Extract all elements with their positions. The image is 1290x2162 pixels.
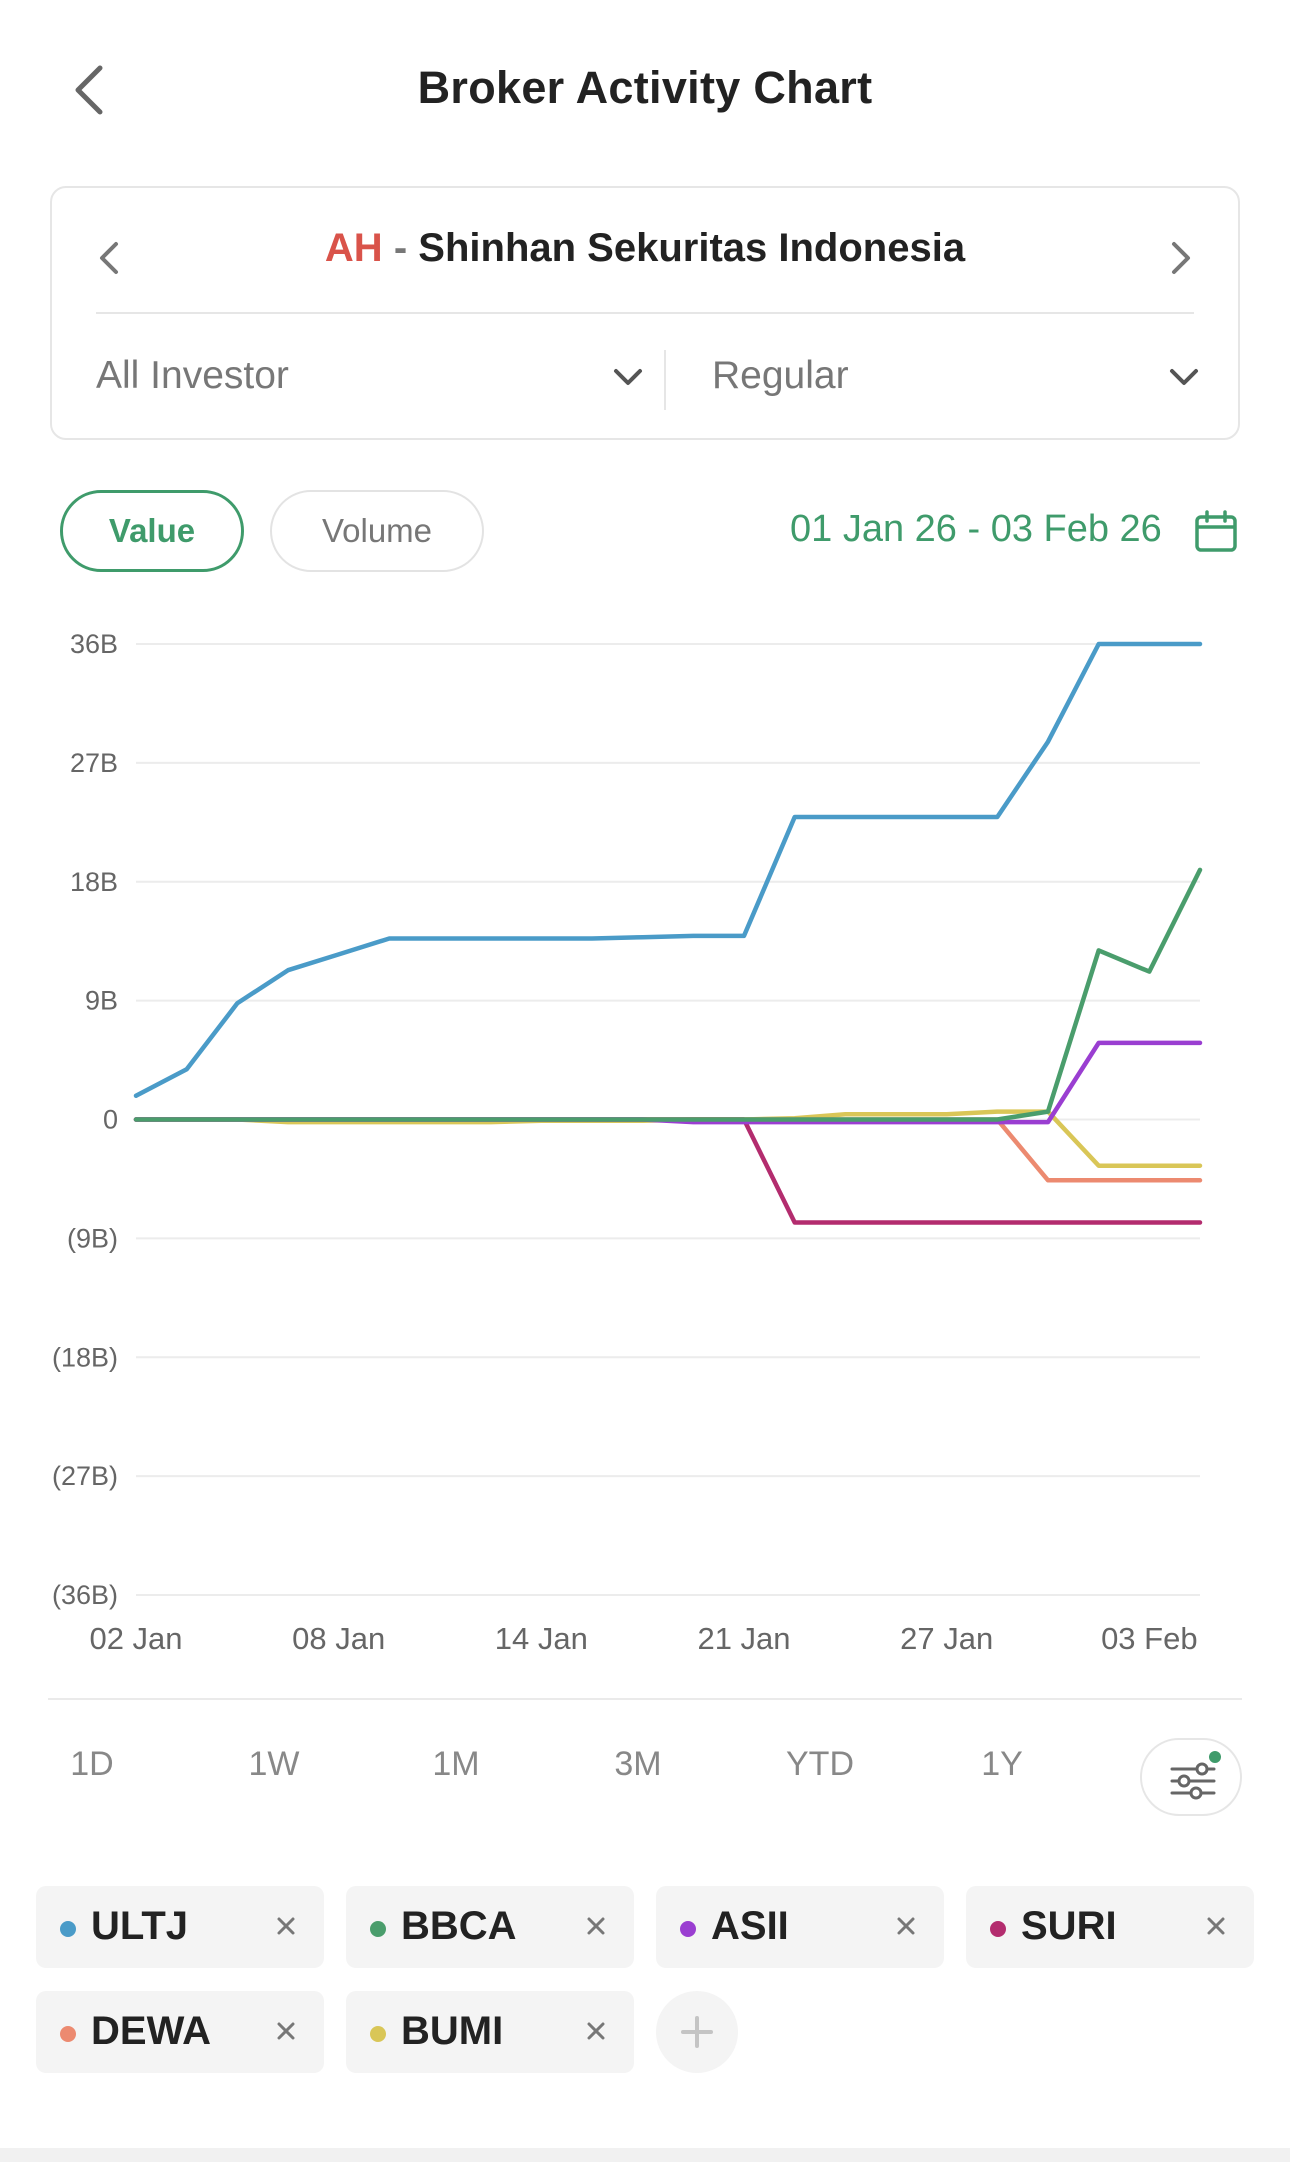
remove-stock-button[interactable]	[888, 1908, 924, 1944]
volume-toggle-button[interactable]: Volume	[270, 490, 484, 572]
y-tick-label: 0	[103, 1105, 118, 1135]
previous-broker-button[interactable]	[84, 228, 134, 288]
broker-name: Shinhan Sekuritas Indonesia	[418, 226, 966, 270]
stock-chip-asii[interactable]: ASII	[656, 1886, 944, 1968]
stock-chip-suri[interactable]: SURI	[966, 1886, 1254, 1968]
market-type-dropdown[interactable]: Regular	[712, 328, 1212, 428]
broker-separator: -	[393, 226, 408, 270]
y-tick-label: 18B	[70, 867, 118, 897]
y-tick-label: (18B)	[52, 1342, 118, 1372]
broker-activity-line-chart[interactable]: 36B 27B 18B 9B 0 (9B) (18B) (27B) (36B) 02 Jan 08 …	[0, 610, 1290, 1670]
broker-selector-card: AH - Shinhan Sekuritas Indonesia All Inv…	[50, 186, 1240, 440]
close-icon	[277, 2022, 295, 2040]
broker-code: AH	[324, 226, 383, 270]
x-tick-label: 21 Jan	[697, 1621, 790, 1656]
range-tab-ytd[interactable]: YTD	[786, 1745, 854, 1783]
series-color-dot	[60, 2026, 76, 2042]
close-icon	[277, 1917, 295, 1935]
series-color-dot	[60, 1921, 76, 1937]
chevron-left-icon	[75, 65, 103, 115]
stock-chip-bumi[interactable]: BUMI	[346, 1991, 634, 2073]
card-divider	[96, 312, 1194, 314]
calendar-icon	[1195, 510, 1237, 552]
sliders-icon	[1170, 1751, 1221, 1800]
bottom-bar	[0, 2148, 1290, 2162]
series-line-bbca	[133, 867, 1203, 1122]
range-tab-1m[interactable]: 1M	[432, 1745, 480, 1783]
range-tab-3m[interactable]: 3M	[614, 1745, 662, 1783]
range-tab-1w[interactable]: 1W	[248, 1745, 300, 1783]
y-tick-label: (27B)	[52, 1461, 118, 1491]
y-tick-label: 9B	[85, 986, 118, 1016]
section-divider	[48, 1698, 1242, 1700]
stock-chip-ultj[interactable]: ULTJ	[36, 1886, 324, 1968]
remove-stock-button[interactable]	[268, 1908, 304, 1944]
remove-stock-button[interactable]	[578, 2013, 614, 2049]
stock-chip-bbca[interactable]: BBCA	[346, 1886, 634, 1968]
x-tick-label: 03 Feb	[1101, 1621, 1198, 1656]
range-tab-1d[interactable]: 1D	[70, 1745, 114, 1783]
series-color-dot	[370, 2026, 386, 2042]
y-tick-label: (9B)	[67, 1223, 118, 1253]
x-tick-label: 14 Jan	[495, 1621, 588, 1656]
chevron-down-icon	[1170, 369, 1198, 385]
stock-chip-label: DEWA	[91, 2009, 211, 2053]
chart-settings-button[interactable]	[1140, 1738, 1242, 1816]
series-line-ultj	[133, 641, 1203, 1098]
calendar-button[interactable]	[1194, 510, 1238, 554]
header: Broker Activity Chart	[0, 0, 1290, 180]
next-broker-button[interactable]	[1156, 228, 1206, 288]
stock-chip-label: SURI	[1021, 1904, 1117, 1948]
stock-chip-label: BBCA	[401, 1904, 517, 1948]
plus-icon	[681, 2016, 713, 2048]
x-tick-label: 08 Jan	[292, 1621, 385, 1656]
stock-chip-dewa[interactable]: DEWA	[36, 1991, 324, 2073]
series-line-dewa	[133, 1117, 1203, 1183]
chevron-down-icon	[614, 369, 642, 385]
series-color-dot	[680, 1921, 696, 1937]
investor-type-value: All Investor	[96, 354, 289, 397]
x-tick-label: 27 Jan	[900, 1621, 993, 1656]
y-tick-label: 27B	[70, 748, 118, 778]
stock-chip-label: BUMI	[401, 2009, 504, 2053]
add-stock-button[interactable]	[656, 1991, 738, 2073]
stock-chip-label: ASII	[711, 1904, 789, 1948]
remove-stock-button[interactable]	[268, 2013, 304, 2049]
remove-stock-button[interactable]	[1198, 1908, 1234, 1944]
value-toggle-button[interactable]: Value	[60, 490, 244, 572]
y-tick-label: 36B	[70, 629, 118, 659]
close-icon	[897, 1917, 915, 1935]
close-icon	[587, 2022, 605, 2040]
chevron-left-icon	[100, 242, 118, 274]
close-icon	[1207, 1917, 1225, 1935]
remove-stock-button[interactable]	[578, 1908, 614, 1944]
series-color-dot	[370, 1921, 386, 1937]
dropdown-divider	[664, 350, 666, 410]
range-tab-1y[interactable]: 1Y	[981, 1745, 1023, 1783]
x-tick-label: 02 Jan	[89, 1621, 182, 1656]
broker-title: AH - Shinhan Sekuritas Indonesia	[52, 226, 1238, 271]
series-color-dot	[990, 1921, 1006, 1937]
y-tick-label: (36B)	[52, 1580, 118, 1610]
investor-type-dropdown[interactable]: All Investor	[96, 328, 656, 428]
page-title: Broker Activity Chart	[417, 62, 873, 113]
stock-chip-label: ULTJ	[91, 1904, 189, 1948]
close-icon	[587, 1917, 605, 1935]
market-type-value: Regular	[712, 354, 849, 397]
back-button[interactable]	[60, 50, 130, 130]
date-range-label[interactable]: 01 Jan 26 - 03 Feb 26	[790, 508, 1162, 550]
chevron-right-icon	[1172, 242, 1190, 274]
